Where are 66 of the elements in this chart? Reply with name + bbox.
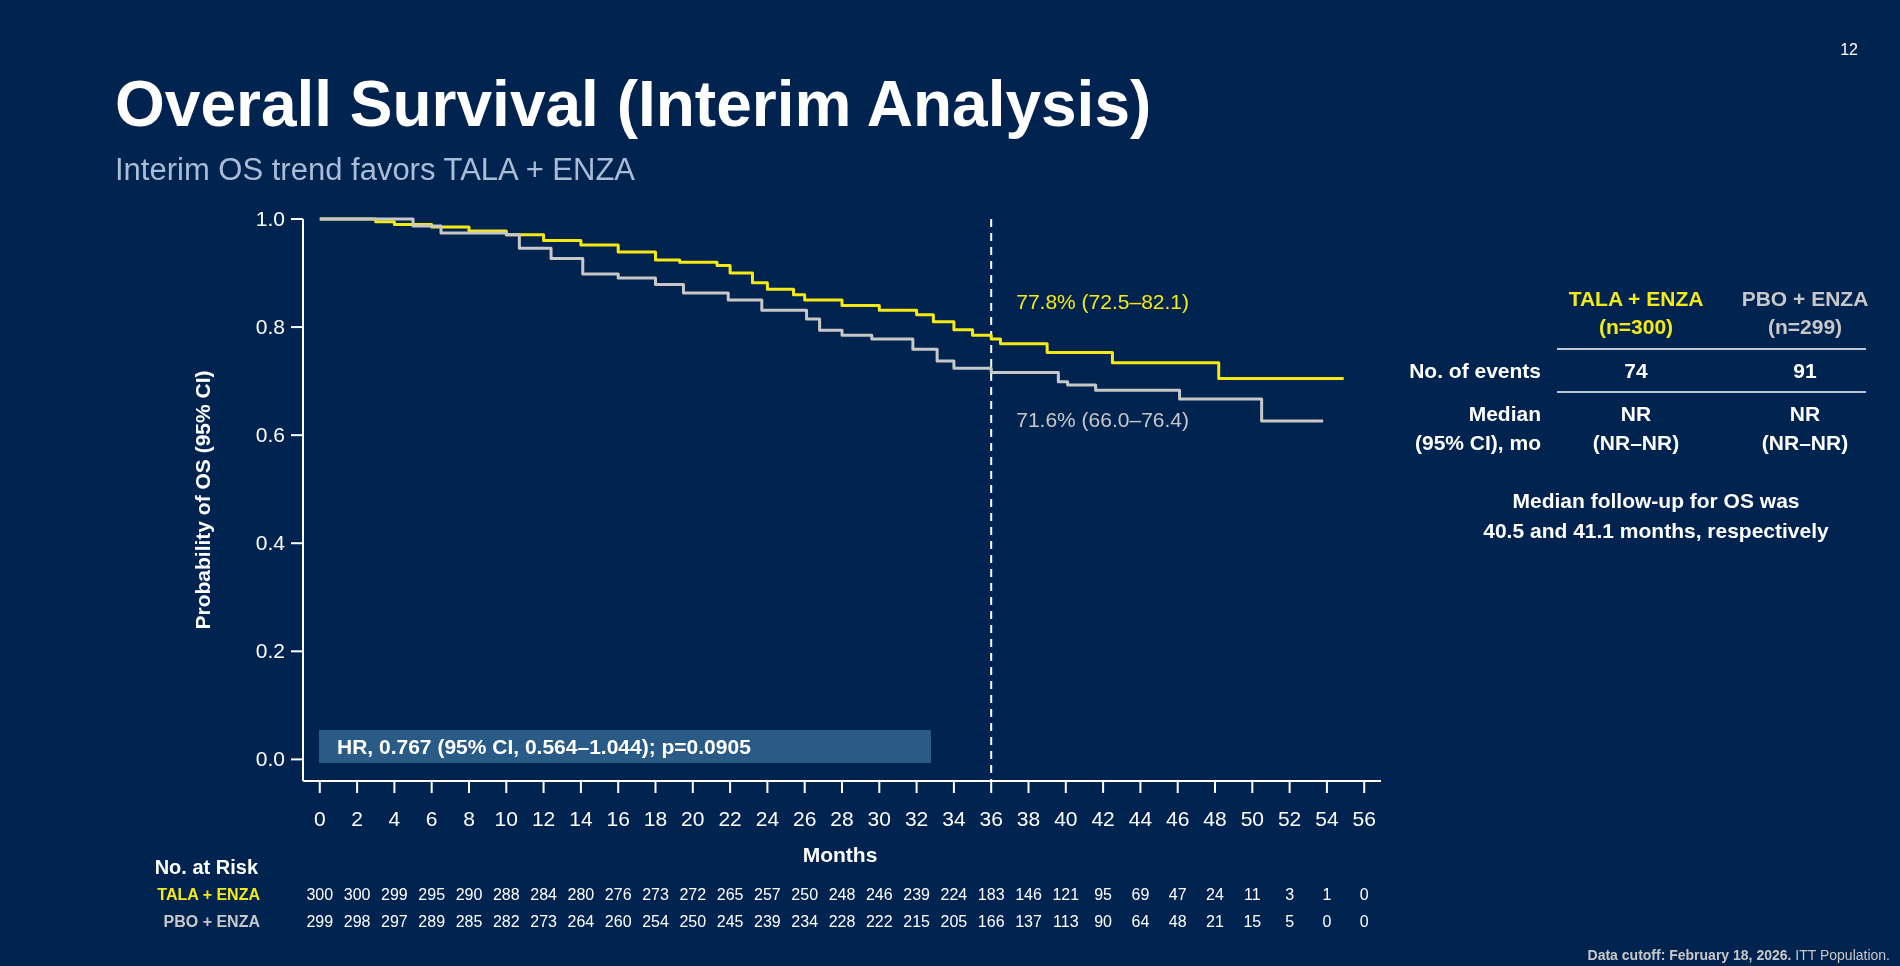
text: 299 298 297 289 285 282 273 264 260 254 250 245 239 234 228 222 215 205 166 137 113 90 64 48 21 15 5 0 0: [306, 913, 1369, 930]
x-tick-label: 8: [463, 807, 475, 830]
annotation: 71.6% (66.0–76.4): [1016, 408, 1189, 432]
text: TALA + ENZA: [1568, 287, 1704, 310]
text: PBO + ENZA: [163, 913, 260, 930]
y-tick-label: 0.4: [255, 531, 286, 555]
x-tick-label: 54: [1315, 807, 1339, 830]
text: 40.5 and 41.1 months, respectively: [1483, 519, 1830, 542]
x-tick-label: 34: [942, 807, 966, 830]
text: NR: [1620, 402, 1652, 425]
x-tick-label: 10: [494, 807, 518, 830]
text: No. at Risk: [154, 856, 259, 878]
text: (NR–NR): [1592, 431, 1680, 454]
text: Data cutoff: February 18, 2026.: [1587, 947, 1792, 963]
text: ITT Population.: [1795, 947, 1890, 963]
text: (NR–NR): [1761, 431, 1849, 454]
x-tick-label: 16: [606, 807, 630, 830]
text: No. of events: [1409, 359, 1541, 382]
y-tick-label: 0.6: [255, 423, 285, 447]
x-tick-label: 30: [867, 807, 891, 830]
x-tick-label: 4: [388, 807, 401, 830]
text: NR: [1789, 402, 1821, 425]
x-tick-label: 42: [1091, 807, 1115, 830]
x-tick-label: 52: [1277, 807, 1302, 830]
text: Median: [1468, 402, 1541, 425]
y-tick-label: 0.0: [255, 747, 285, 771]
text: PBO + ENZA: [1741, 287, 1869, 310]
x-axis-title: Months: [802, 843, 878, 866]
x-tick-label: 2: [351, 807, 363, 830]
x-tick-label: 46: [1166, 807, 1190, 830]
text: TALA + ENZA: [157, 886, 260, 903]
y-tick-label: 0.8: [255, 315, 285, 339]
x-tick-label: 38: [1016, 807, 1041, 830]
annotation: 77.8% (72.5–82.1): [1016, 289, 1189, 313]
x-tick-label: 24: [755, 807, 780, 830]
x-tick-label: 26: [793, 807, 817, 830]
text: 300 300 299 295 290 288 284 280 276 273 272 265 257 250 248 246 239 224 183 146 121 95 69 47 24 11 3 1 0: [306, 886, 1369, 903]
x-tick-label: 18: [643, 807, 668, 830]
text-box: HR, 0.767 (95% CI, 0.564–1.044); p=0.0905: [319, 730, 931, 763]
y-tick-label: 0.2: [255, 639, 285, 663]
x-tick-label: 20: [681, 807, 705, 830]
x-tick-label: 50: [1240, 807, 1264, 830]
x-tick-label: 40: [1054, 807, 1078, 830]
x-tick-label: 48: [1203, 807, 1227, 830]
x-tick-label: 14: [569, 807, 593, 830]
text: Median follow-up for OS was: [1512, 489, 1800, 512]
text: (n=300): [1598, 315, 1674, 338]
y-axis-title: Probability of OS (95% CI): [191, 370, 214, 630]
chart-subtitle: Interim OS trend favors TALA + ENZA: [115, 152, 636, 187]
text: 91: [1793, 359, 1817, 382]
x-tick-label: 12: [531, 807, 556, 830]
text: (95% CI), mo: [1414, 431, 1541, 454]
text: 74: [1624, 359, 1648, 382]
x-tick-label: 32: [904, 807, 929, 830]
x-tick-label: 6: [425, 807, 438, 830]
x-tick-label: 28: [830, 807, 854, 830]
x-tick-label: 22: [718, 807, 742, 830]
text: (n=299): [1767, 315, 1843, 338]
x-tick-label: 56: [1352, 807, 1376, 830]
x-tick-label: 36: [979, 807, 1003, 830]
x-tick-label: 44: [1128, 807, 1153, 830]
y-tick-label: 1.0: [255, 207, 285, 230]
text: 12: [1840, 41, 1859, 58]
annotation: HR, 0.767 (95% CI, 0.564–1.044); p=0.0905: [337, 735, 752, 758]
x-tick-label: 0: [313, 807, 326, 830]
chart-title: Overall Survival (Interim Analysis): [115, 68, 1152, 140]
